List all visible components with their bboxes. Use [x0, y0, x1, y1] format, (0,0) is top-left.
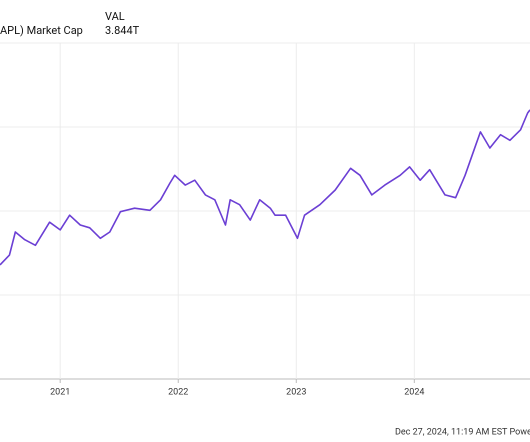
x-tick-label: 2023 — [286, 387, 306, 397]
x-tick-label: 2024 — [404, 387, 424, 397]
current-value: 3.844T — [105, 24, 140, 37]
x-tick-label: 2021 — [50, 387, 70, 397]
series-label: APL) Market Cap — [0, 24, 83, 37]
line — [0, 109, 530, 266]
x-tick-label: 2022 — [168, 387, 188, 397]
footer: Dec 27, 2024, 11:19 AM EST Powered by — [395, 427, 530, 437]
column-header: VAL — [105, 10, 125, 23]
